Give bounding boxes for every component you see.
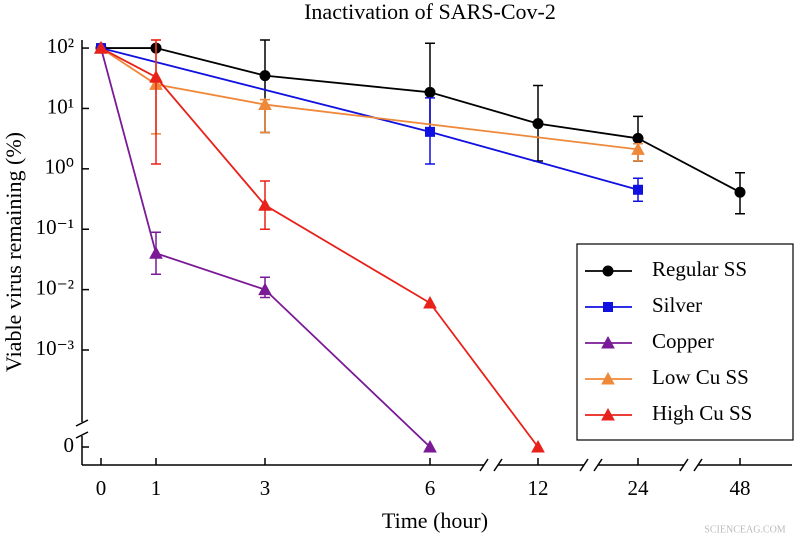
series-line xyxy=(100,47,431,448)
x-tick-label: 24 xyxy=(628,476,650,500)
x-tick-label: 3 xyxy=(260,476,271,500)
legend-marker xyxy=(601,335,615,349)
axis-break xyxy=(679,458,689,472)
y-axis-label: Viable virus remaining (%) xyxy=(1,132,26,372)
axis-break xyxy=(493,458,503,472)
legend-item: High Cu SS xyxy=(585,401,752,425)
series xyxy=(94,39,545,453)
legend xyxy=(576,243,794,441)
legend-item: Copper xyxy=(585,329,714,353)
x-tick-label: 12 xyxy=(528,476,549,500)
series-line xyxy=(100,47,639,191)
legend-label: Regular SS xyxy=(652,257,747,281)
y-tick-label: 10² xyxy=(47,34,74,58)
point xyxy=(633,184,643,195)
axis-break xyxy=(693,458,703,472)
legend-item: Silver xyxy=(585,293,702,317)
point xyxy=(631,142,645,155)
y-tick-label: 0 xyxy=(64,433,75,457)
point xyxy=(734,186,746,198)
series xyxy=(96,43,643,203)
y-tick-label: 10⁻³ xyxy=(36,336,74,360)
axis-break xyxy=(479,458,489,472)
y-tick-label: 10⁻² xyxy=(36,275,74,299)
point xyxy=(259,70,271,82)
point xyxy=(425,126,435,137)
axis-break xyxy=(579,458,589,472)
x-tick-label: 1 xyxy=(151,476,162,500)
series xyxy=(94,41,437,453)
legend-marker xyxy=(602,265,614,277)
point xyxy=(532,118,544,130)
legend-label: High Cu SS xyxy=(652,401,752,425)
legend-marker xyxy=(603,302,613,312)
point xyxy=(149,246,163,259)
legend-label: Low Cu SS xyxy=(652,365,749,389)
legend-marker xyxy=(601,371,615,385)
point xyxy=(531,439,545,453)
series-line xyxy=(101,47,741,194)
axis-break xyxy=(593,458,603,472)
point xyxy=(149,70,163,83)
point xyxy=(258,97,272,111)
point xyxy=(423,295,437,309)
point xyxy=(258,198,272,211)
series-line xyxy=(100,47,639,151)
axes xyxy=(75,40,792,472)
axis-break xyxy=(75,431,89,439)
point xyxy=(94,41,108,54)
y-tick-label: 10⁻¹ xyxy=(36,215,74,239)
legend-item: Low Cu SS xyxy=(585,365,749,389)
error-bar xyxy=(151,39,161,165)
point xyxy=(423,439,437,453)
y-tick-label: 10¹ xyxy=(47,94,74,118)
legend-label: Silver xyxy=(652,293,702,317)
x-tick-label: 48 xyxy=(730,476,751,500)
x-tick-label: 6 xyxy=(425,476,436,500)
point xyxy=(632,132,644,144)
legend-item: Regular SS xyxy=(585,257,747,281)
point xyxy=(424,86,436,98)
watermark: SCIENCEAG.COM xyxy=(704,524,786,535)
axis-break xyxy=(75,419,89,427)
x-tick-label: 0 xyxy=(96,476,107,500)
y-tick-label: 10⁰ xyxy=(45,155,74,179)
chart-title: Inactivation of SARS-Cov-2 xyxy=(304,0,556,24)
legend-marker xyxy=(601,407,615,421)
legend-label: Copper xyxy=(652,329,714,353)
x-axis-label: Time (hour) xyxy=(382,508,488,533)
series xyxy=(95,39,746,215)
point xyxy=(258,282,272,296)
series-line xyxy=(100,47,539,448)
series xyxy=(94,39,645,162)
